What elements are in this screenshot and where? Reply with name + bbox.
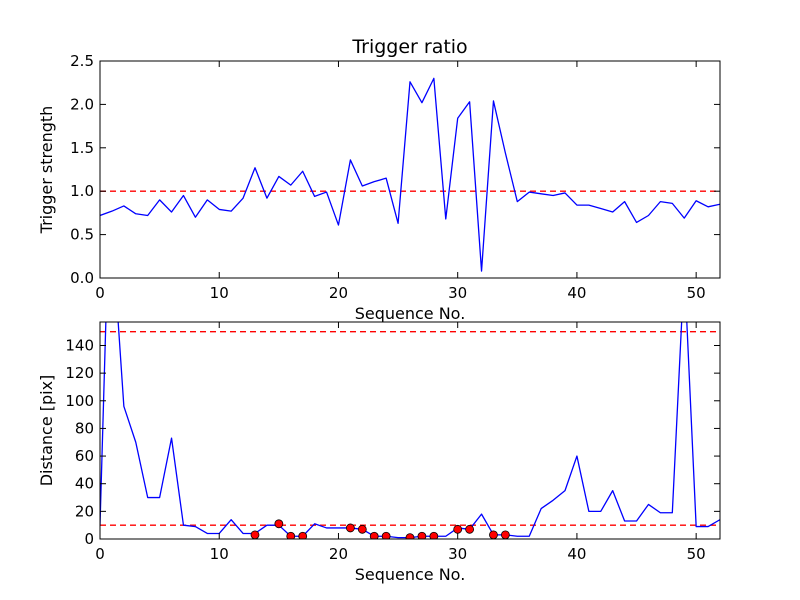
data-point bbox=[357, 524, 367, 534]
x-tick-label: 10 bbox=[210, 545, 229, 563]
plot-area bbox=[100, 77, 720, 272]
data-point bbox=[405, 533, 415, 539]
x-tick-label: 0 bbox=[95, 284, 105, 302]
data-point bbox=[453, 524, 463, 534]
data-point bbox=[500, 530, 510, 539]
y-tick-label: 1.5 bbox=[70, 139, 94, 157]
y-tick-label: 60 bbox=[75, 447, 94, 465]
y-tick-label: 40 bbox=[75, 475, 94, 493]
y-tick-label: 80 bbox=[75, 419, 94, 437]
data-point bbox=[381, 531, 391, 539]
data-point bbox=[489, 530, 498, 539]
x-tick-label: 30 bbox=[448, 545, 467, 563]
y-tick-label: 140 bbox=[65, 336, 94, 354]
y-tick-label: 100 bbox=[65, 392, 94, 410]
y-axis-label: Distance [pix] bbox=[37, 375, 56, 487]
x-tick-label: 50 bbox=[687, 545, 706, 563]
trigger-ratio-plot: 0 10 20 30 40 50 0.0 0.5 1.0 1.5 2.0 2.5 Sequence No… bbox=[37, 36, 721, 323]
plot-area bbox=[100, 322, 720, 539]
y-tick-label: 0.0 bbox=[70, 269, 94, 287]
y-tick-label: 120 bbox=[65, 364, 94, 382]
x-tick-label: 40 bbox=[567, 545, 586, 563]
axes-frame bbox=[99, 60, 721, 279]
x-tick-label: 30 bbox=[448, 284, 467, 302]
data-point bbox=[465, 524, 475, 534]
data-point bbox=[274, 519, 284, 529]
data-point bbox=[369, 531, 379, 539]
y-tick-label: 1.0 bbox=[70, 182, 94, 200]
x-axis-label: Sequence No. bbox=[355, 304, 466, 323]
x-tick-label: 10 bbox=[210, 284, 229, 302]
data-point bbox=[417, 531, 427, 539]
x-tick-label: 20 bbox=[329, 545, 348, 563]
data-point bbox=[286, 531, 296, 539]
y-tick-label: 0.5 bbox=[70, 226, 94, 244]
y-tick-label: 2.0 bbox=[70, 95, 94, 113]
data-point bbox=[298, 531, 308, 539]
data-point bbox=[429, 531, 439, 539]
data-point bbox=[345, 523, 355, 533]
x-tick-label: 20 bbox=[329, 284, 348, 302]
distance-plot: 0 10 20 30 40 50 0 20 40 60 80 100 120 140 Sequence No… bbox=[37, 321, 721, 584]
axes-frame bbox=[99, 321, 721, 540]
y-tick-label: 0 bbox=[84, 530, 94, 548]
chart-title: Trigger ratio bbox=[351, 36, 467, 58]
x-axis-label: Sequence No. bbox=[355, 565, 466, 584]
series-line bbox=[100, 77, 720, 272]
x-tick-label: 0 bbox=[95, 545, 105, 563]
y-axis-label: Trigger strength bbox=[37, 106, 56, 235]
y-tick-label: 2.5 bbox=[70, 52, 94, 70]
y-tick-label: 20 bbox=[75, 502, 94, 520]
data-point bbox=[250, 530, 260, 539]
x-tick-label: 50 bbox=[687, 284, 706, 302]
x-tick-label: 40 bbox=[567, 284, 586, 302]
